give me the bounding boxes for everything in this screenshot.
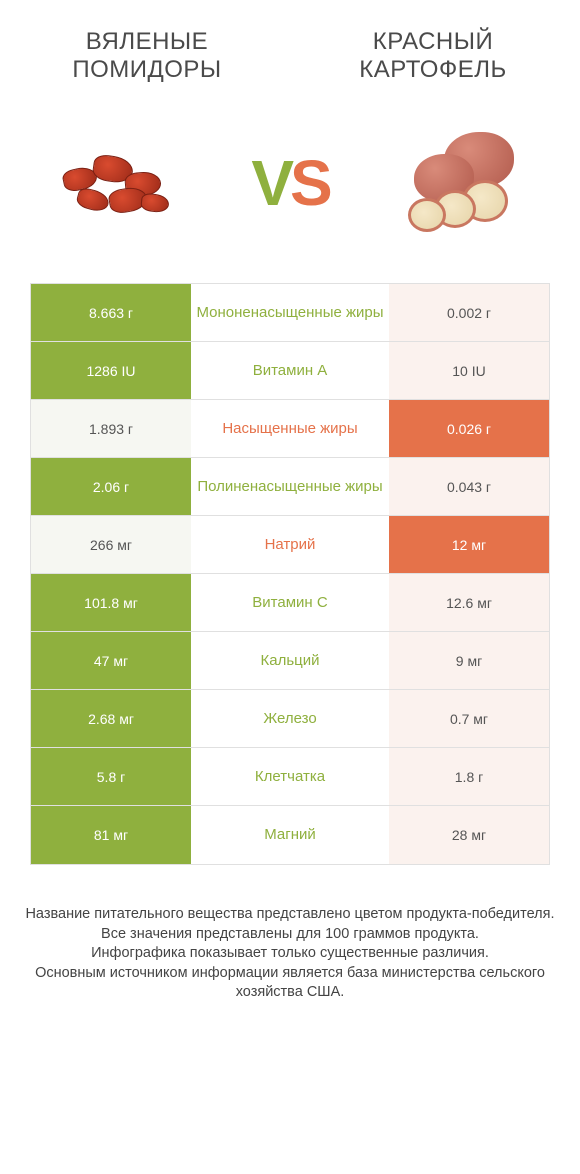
cell-right: 12 мг — [389, 516, 549, 573]
food-image-right — [395, 123, 535, 243]
cell-label: Натрий — [191, 516, 389, 573]
cell-left: 266 мг — [31, 516, 191, 573]
table-row: 1.893 гНасыщенные жиры0.026 г — [31, 400, 549, 458]
table-row: 1286 IUВитамин A10 IU — [31, 342, 549, 400]
title-left: Вяленые помидоры — [30, 28, 264, 83]
cell-right: 28 мг — [389, 806, 549, 864]
cell-right: 0.002 г — [389, 284, 549, 341]
cell-label: Кальций — [191, 632, 389, 689]
cell-left: 5.8 г — [31, 748, 191, 805]
cell-label: Полиненасыщенные жиры — [191, 458, 389, 515]
cell-left: 1.893 г — [31, 400, 191, 457]
cell-label: Магний — [191, 806, 389, 864]
table-row: 266 мгНатрий12 мг — [31, 516, 549, 574]
cell-right: 0.043 г — [389, 458, 549, 515]
cell-label: Мононенасыщенные жиры — [191, 284, 389, 341]
vs-label: VS — [251, 146, 328, 220]
cell-left: 2.06 г — [31, 458, 191, 515]
nutrition-table: 8.663 гМононенасыщенные жиры0.002 г1286 … — [30, 283, 550, 865]
table-row: 2.68 мгЖелезо0.7 мг — [31, 690, 549, 748]
table-row: 81 мгМагний28 мг — [31, 806, 549, 864]
footer-line: Инфографика показывает только существенн… — [20, 944, 560, 964]
footer-line: Название питательного вещества представл… — [20, 905, 560, 925]
cell-left: 81 мг — [31, 806, 191, 864]
cell-label: Железо — [191, 690, 389, 747]
food-image-left — [45, 123, 185, 243]
cell-right: 0.7 мг — [389, 690, 549, 747]
table-row: 5.8 гКлетчатка1.8 г — [31, 748, 549, 806]
vs-v: V — [251, 147, 290, 219]
cell-label: Насыщенные жиры — [191, 400, 389, 457]
cell-left: 1286 IU — [31, 342, 191, 399]
cell-right: 0.026 г — [389, 400, 549, 457]
vs-s: S — [290, 147, 329, 219]
footer-line: Основным источником информации является … — [20, 964, 560, 1003]
cell-right: 1.8 г — [389, 748, 549, 805]
table-row: 47 мгКальций9 мг — [31, 632, 549, 690]
cell-left: 47 мг — [31, 632, 191, 689]
cell-right: 9 мг — [389, 632, 549, 689]
cell-left: 101.8 мг — [31, 574, 191, 631]
table-row: 8.663 гМононенасыщенные жиры0.002 г — [31, 284, 549, 342]
cell-right: 12.6 мг — [389, 574, 549, 631]
table-row: 2.06 гПолиненасыщенные жиры0.043 г — [31, 458, 549, 516]
title-right: Красный картофель — [316, 28, 550, 83]
footer-line: Все значения представлены для 100 граммо… — [20, 925, 560, 945]
cell-right: 10 IU — [389, 342, 549, 399]
cell-left: 2.68 мг — [31, 690, 191, 747]
cell-label: Клетчатка — [191, 748, 389, 805]
cell-label: Витамин A — [191, 342, 389, 399]
cell-left: 8.663 г — [31, 284, 191, 341]
table-row: 101.8 мгВитамин C12.6 мг — [31, 574, 549, 632]
cell-label: Витамин C — [191, 574, 389, 631]
footer-notes: Название питательного вещества представл… — [0, 865, 580, 1003]
